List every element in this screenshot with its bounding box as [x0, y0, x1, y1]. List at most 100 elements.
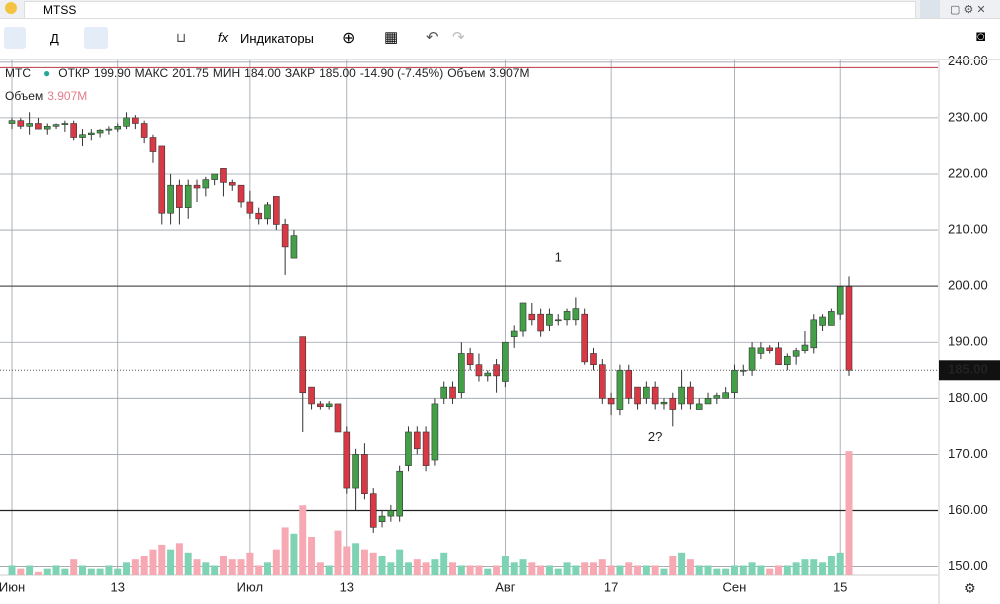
volume-bar	[783, 565, 791, 575]
basket-icon[interactable]: ⊔	[176, 30, 187, 45]
annotation: 1	[555, 250, 562, 265]
volume-bar	[686, 559, 694, 575]
volume-bar	[396, 549, 404, 575]
volume-bar	[607, 565, 615, 575]
volume-bar	[440, 552, 448, 575]
layout-button[interactable]: ▦	[384, 29, 399, 46]
volume-bar	[264, 562, 272, 575]
volume-bar	[827, 555, 835, 575]
candle-body	[96, 129, 104, 134]
candle-body	[149, 137, 157, 152]
collapse-button[interactable]	[920, 0, 940, 18]
candle-body	[308, 386, 315, 405]
volume-bar	[131, 559, 139, 575]
x-tick-label: Сен	[723, 579, 747, 594]
candle-body	[193, 184, 201, 189]
volume-bar	[836, 552, 844, 575]
screenshot-button[interactable]: ◙	[976, 28, 986, 45]
candle-body	[466, 353, 474, 365]
x-tick-label: Июн	[0, 579, 25, 594]
search-box[interactable]: MTSS	[24, 1, 916, 19]
volume-bar	[96, 568, 104, 575]
volume-bar	[334, 530, 342, 575]
window-buttons[interactable]: ▢ ⚙ ✕	[950, 4, 986, 16]
volume-bar	[634, 565, 642, 575]
candle-body	[739, 369, 747, 372]
volume-bar	[572, 565, 580, 575]
x-tick-label: 13	[340, 579, 354, 594]
volume-bar	[43, 568, 51, 575]
volume-bar	[801, 559, 809, 575]
candle-body	[757, 347, 765, 354]
volume-bar	[819, 562, 827, 575]
volume-bar	[246, 552, 254, 575]
undo-button[interactable]: ↶	[426, 29, 439, 46]
candle-body	[343, 431, 351, 489]
volume-bar	[404, 562, 412, 575]
candle-body	[237, 184, 245, 203]
volume-bar	[308, 536, 316, 575]
volume-bar	[757, 565, 765, 575]
candle-body	[475, 364, 483, 377]
y-tick-label: 180.00	[948, 390, 988, 405]
candle-body	[537, 313, 544, 332]
candle-body	[502, 341, 509, 382]
candle-body	[43, 126, 51, 130]
volume-bar	[237, 559, 245, 575]
candle-body	[704, 398, 712, 405]
volume-bar	[369, 552, 377, 575]
volume-bar	[766, 568, 774, 575]
candle-body	[228, 182, 236, 186]
low: 184.00	[244, 66, 281, 80]
volume-bar	[299, 505, 307, 575]
volume-row-value: 3.907M	[47, 89, 88, 103]
candle-body	[678, 386, 685, 405]
candle-body	[625, 369, 633, 399]
close: 185.00	[319, 66, 356, 80]
close-label: ЗАКР	[284, 66, 316, 80]
settings-icon: ⚙	[964, 580, 976, 595]
change: -14.90 (-7.45%)	[359, 66, 444, 80]
volume-bar	[219, 555, 227, 575]
title-bar: MTSS ▢ ⚙ ✕	[0, 0, 1000, 19]
volume-bar	[343, 546, 351, 575]
indicators-button[interactable]: Индикаторы	[240, 31, 314, 46]
volume-bar	[158, 544, 166, 575]
interval-button[interactable]: Д	[50, 31, 59, 46]
volume-bar	[563, 562, 571, 575]
redo-button[interactable]: ↷	[452, 29, 465, 46]
candle-body	[695, 403, 703, 410]
candles-button[interactable]	[84, 27, 108, 49]
volume-bar	[616, 565, 624, 575]
candle-body	[299, 336, 307, 394]
candle-body	[211, 173, 218, 180]
volume-bar	[114, 568, 122, 575]
volume-bar	[78, 565, 86, 575]
volume-bar	[255, 565, 263, 575]
annotation: 2?	[648, 429, 662, 444]
volume-bar	[281, 527, 289, 575]
candle-body	[123, 117, 130, 127]
fx-icon: fx	[218, 30, 229, 45]
candle-body	[440, 386, 448, 399]
candle-body	[140, 123, 148, 138]
candle-body	[458, 353, 465, 394]
y-tick-label: 170.00	[948, 446, 988, 461]
volume-bar	[87, 568, 95, 575]
volume-bar	[625, 562, 633, 575]
volume-bar	[581, 562, 589, 575]
candle-body	[387, 510, 395, 517]
volume-bar	[589, 562, 597, 575]
volume-bar	[642, 565, 650, 575]
draw-button[interactable]	[4, 27, 26, 49]
candle-body	[660, 401, 668, 405]
candle-body	[176, 184, 183, 208]
candle-body	[845, 286, 853, 371]
candle-body	[546, 313, 553, 326]
candle-body	[828, 311, 835, 326]
add-button[interactable]: ⊕	[342, 30, 356, 47]
volume-bar	[17, 568, 25, 575]
volume-label: Объем	[447, 66, 486, 80]
volume-bar	[167, 549, 175, 575]
